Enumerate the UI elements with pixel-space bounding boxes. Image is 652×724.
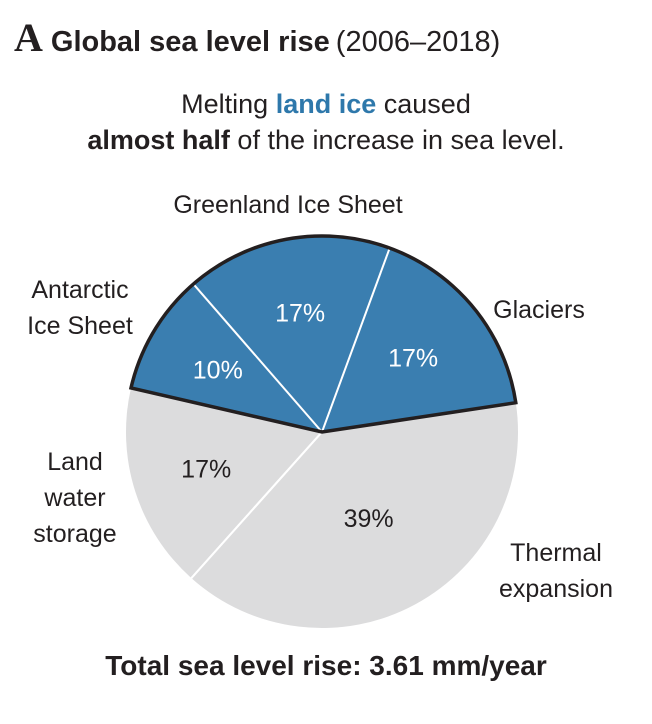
slice-category-label-line: storage bbox=[33, 520, 116, 548]
slice-value-label: 17% bbox=[181, 456, 231, 484]
slice-category-label-line: water bbox=[43, 484, 105, 512]
slice-category-label: Thermal expansion bbox=[499, 539, 613, 603]
chart-period: (2006–2018) bbox=[335, 26, 501, 58]
slice-value-label: 39% bbox=[344, 505, 394, 533]
slice-category-label: Greenland Ice Sheet bbox=[173, 191, 402, 219]
subtitle-text: caused bbox=[383, 89, 471, 119]
slice-category-label: Antarctic Ice Sheet bbox=[27, 276, 133, 340]
slice-category-label-line: Glaciers bbox=[493, 296, 585, 324]
subtitle-line-1: Melting land ice caused bbox=[0, 86, 652, 122]
chart-header: A Global sea level rise (2006–2018) bbox=[14, 14, 500, 61]
slice-category-label: Glaciers bbox=[493, 296, 585, 324]
pie-slice bbox=[191, 402, 519, 628]
subtitle-text: of the increase in sea level. bbox=[237, 125, 565, 155]
slice-category-label: Land water storage bbox=[33, 448, 116, 548]
subtitle-line-2: almost half of the increase in sea level… bbox=[0, 122, 652, 158]
slice-category-label-line: Antarctic bbox=[31, 276, 128, 304]
chart-title: Global sea level rise bbox=[50, 26, 330, 58]
slice-divider bbox=[192, 283, 323, 433]
panel-letter: A bbox=[14, 15, 43, 60]
slice-category-label-line: Thermal bbox=[510, 539, 602, 567]
slice-category-label-line: Greenland Ice Sheet bbox=[173, 191, 402, 219]
slice-category-label-line: Ice Sheet bbox=[27, 312, 133, 340]
pie-slice bbox=[131, 284, 322, 432]
chart-subtitle: Melting land ice caused almost half of t… bbox=[0, 86, 652, 158]
slice-category-label-line: Land bbox=[47, 448, 103, 476]
subtitle-text: Melting bbox=[181, 89, 269, 119]
slice-category-label-line: expansion bbox=[499, 575, 613, 603]
slice-divider bbox=[321, 247, 391, 433]
subtitle-highlight: land ice bbox=[275, 89, 377, 119]
pie-slice bbox=[322, 248, 516, 432]
land-ice-outline bbox=[128, 234, 518, 434]
slice-divider bbox=[190, 431, 323, 579]
pie-slice bbox=[125, 387, 322, 579]
slice-value-label: 10% bbox=[193, 356, 243, 384]
slice-value-label: 17% bbox=[388, 345, 438, 373]
chart-footer: Total sea level rise: 3.61 mm/year bbox=[105, 650, 547, 681]
subtitle-bold: almost half bbox=[87, 125, 230, 155]
pie-slice bbox=[193, 236, 390, 432]
slice-value-label: 17% bbox=[275, 300, 325, 328]
